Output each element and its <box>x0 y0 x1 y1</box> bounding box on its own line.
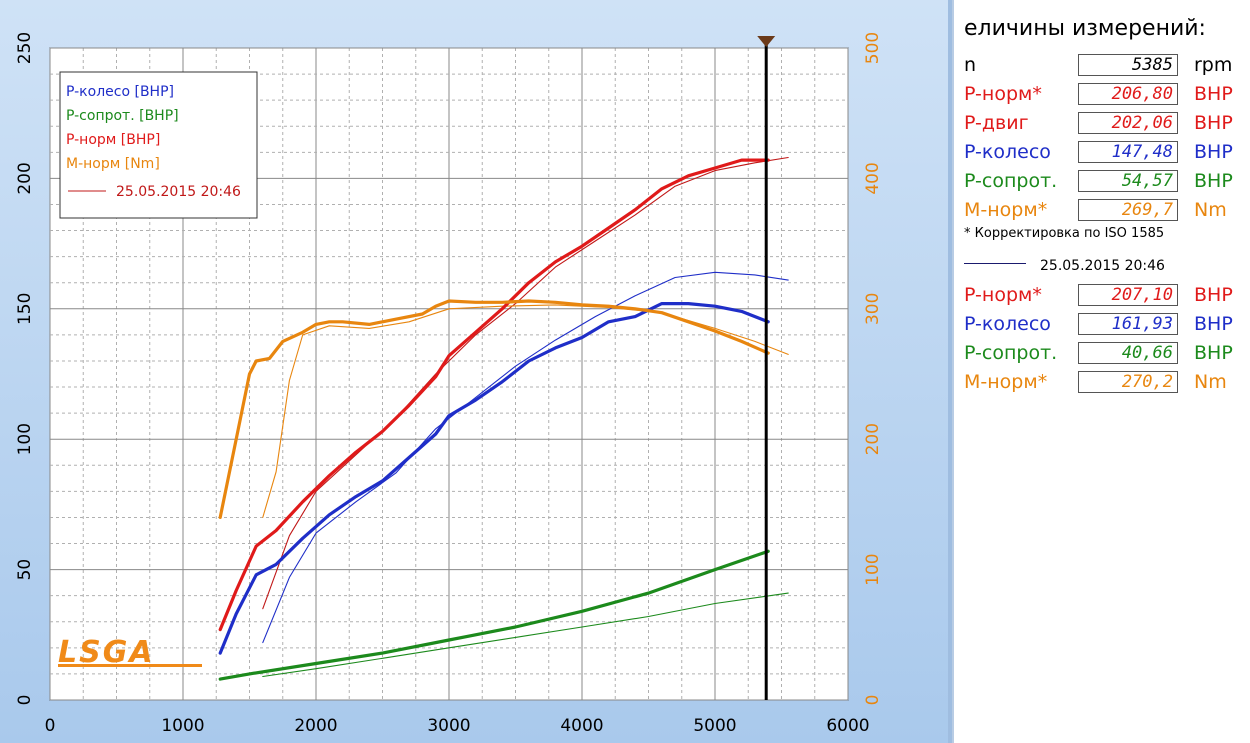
row-unit: BHP <box>1194 170 1233 192</box>
y-right-tick-label: 500 <box>863 32 883 64</box>
measurement-panel: еличины измерений: n 5385 rpm P-норм* 20… <box>952 0 1250 743</box>
row-unit: BHP <box>1194 141 1233 163</box>
row-unit: Nm <box>1194 371 1227 393</box>
row-rpm: n 5385 rpm <box>954 52 1250 80</box>
series-line <box>218 302 770 655</box>
row-label: n <box>964 54 977 76</box>
x-tick-label: 2000 <box>294 716 337 736</box>
row-label: P-двиг <box>964 112 1029 134</box>
ref-line-sample <box>964 263 1026 264</box>
series-line <box>218 158 770 632</box>
y-right-tick-label: 400 <box>863 162 883 194</box>
series-line <box>218 299 770 520</box>
row-label: P-сопрот. <box>964 342 1058 364</box>
y-left-tick-label: 0 <box>15 695 35 706</box>
row-unit: BHP <box>1194 342 1233 364</box>
series-line <box>218 549 770 681</box>
ref-row-p-norm: P-норм* 207,10 BHP <box>954 282 1250 310</box>
row-value: 161,93 <box>1078 313 1178 335</box>
x-tick-label: 1000 <box>161 716 204 736</box>
row-unit: BHP <box>1194 313 1233 335</box>
row-value: 147,48 <box>1078 141 1178 163</box>
row-value: 207,10 <box>1078 284 1178 306</box>
y-left-tick-label: 200 <box>15 162 35 194</box>
panel-title: еличины измерений: <box>964 16 1206 41</box>
row-label: P-норм* <box>964 83 1042 105</box>
row-value: 202,06 <box>1078 112 1178 134</box>
ref-row-m-norm: M-норм* 270,2 Nm <box>954 369 1250 397</box>
row-unit: BHP <box>1194 112 1233 134</box>
row-label: M-норм* <box>964 199 1048 221</box>
ref-timestamp: 25.05.2015 20:46 <box>1040 258 1165 274</box>
row-unit: rpm <box>1194 54 1233 76</box>
panel-divider <box>948 0 952 743</box>
y-left-tick-label: 250 <box>15 32 35 64</box>
legend-entry: P-колесо [BHP] <box>66 84 174 100</box>
row-value: 54,57 <box>1078 170 1178 192</box>
legend-entry: M-норм [Nm] <box>66 156 160 172</box>
cursor-marker-icon <box>757 36 776 47</box>
y-right-tick-label: 100 <box>863 553 883 585</box>
row-value: 206,80 <box>1078 83 1178 105</box>
row-m-norm: M-норм* 269,7 Nm <box>954 197 1250 225</box>
row-value: 270,2 <box>1078 371 1178 393</box>
row-label: M-норм* <box>964 371 1048 393</box>
row-unit: BHP <box>1194 83 1233 105</box>
row-value: 40,66 <box>1078 342 1178 364</box>
dyno-chart: 0 1000 2000 3000 4000 5000 6000050100150200250… <box>15 32 883 736</box>
series-line <box>262 592 789 678</box>
legend-box <box>59 71 258 219</box>
chart-area: 0 1000 2000 3000 4000 5000 6000 0 50 100 150 200 250… <box>0 0 948 743</box>
x-tick-label: 6000 <box>826 716 869 736</box>
row-p-wheel: P-колесо 147,48 BHP <box>954 139 1250 167</box>
legend-entry: P-сопрот. [BHP] <box>66 108 179 124</box>
x-tick-label: 5000 <box>693 716 736 736</box>
row-p-norm: P-норм* 206,80 BHP <box>954 81 1250 109</box>
ref-row-p-wheel: P-колесо 161,93 BHP <box>954 311 1250 339</box>
legend-entry: 25.05.2015 20:46 <box>116 184 241 200</box>
ref-row-p-loss: P-сопрот. 40,66 BHP <box>954 340 1250 368</box>
logo-underline <box>58 664 202 667</box>
y-left-tick-label: 50 <box>15 559 35 581</box>
row-value: 269,7 <box>1078 199 1178 221</box>
row-label: P-колесо <box>964 313 1051 335</box>
iso-note: * Корректировка по ISO 1585 <box>964 226 1165 241</box>
row-label: P-колесо <box>964 141 1051 163</box>
y-right-tick-label: 200 <box>863 423 883 455</box>
row-value: 5385 <box>1078 54 1178 76</box>
y-right-tick-label: 0 <box>863 695 883 706</box>
x-tick-label: 3000 <box>427 716 470 736</box>
series-line <box>262 304 789 518</box>
row-label: P-норм* <box>964 284 1042 306</box>
row-p-loss: P-сопрот. 54,57 BHP <box>954 168 1250 196</box>
row-p-engine: P-двиг 202,06 BHP <box>954 110 1250 138</box>
row-unit: Nm <box>1194 199 1227 221</box>
x-tick-label: 0 <box>45 716 56 736</box>
y-left-tick-label: 150 <box>15 293 35 325</box>
x-tick-label: 4000 <box>560 716 603 736</box>
series-line <box>262 156 789 610</box>
y-right-tick-label: 300 <box>863 293 883 325</box>
row-unit: BHP <box>1194 284 1233 306</box>
series-line <box>262 271 789 644</box>
row-label: P-сопрот. <box>964 170 1058 192</box>
legend-entry: P-норм [BHP] <box>66 132 160 148</box>
y-left-tick-label: 100 <box>15 423 35 455</box>
